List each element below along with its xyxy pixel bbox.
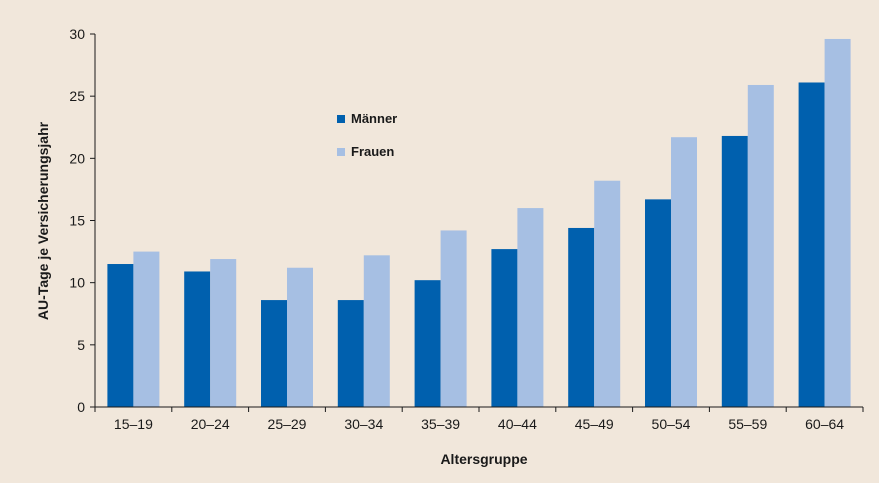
bar-frauen: [594, 180, 621, 407]
bar-frauen: [671, 137, 697, 408]
y-axis-title: AU-Tage je Versicherungsjahr: [35, 121, 51, 320]
y-tick-label: 30: [69, 26, 85, 42]
x-axis-title: Altersgruppe: [440, 451, 527, 467]
bar-maenner: [184, 271, 211, 407]
plot-area: 0 5 10 15 20 25 30 15–19 20–24 25–29 30–34 35–39 40–…: [69, 26, 864, 432]
bar-maenner: [491, 249, 518, 407]
x-tick-label: 20–24: [191, 416, 230, 432]
bar-maenner: [414, 280, 441, 407]
y-tick-label: 0: [77, 399, 85, 415]
bar-frauen: [440, 230, 467, 407]
bar-maenner: [261, 300, 287, 407]
x-tick-label: 30–34: [344, 416, 383, 432]
bar-frauen: [824, 38, 851, 408]
bar-frauen: [287, 267, 313, 407]
legend-label-maenner: Männer: [351, 111, 397, 126]
x-tick-label: 35–39: [421, 416, 460, 432]
x-tick-label: 40–44: [498, 416, 537, 432]
x-tick-label: 60–64: [805, 416, 844, 432]
bar-maenner: [107, 264, 134, 407]
bar-frauen: [133, 251, 160, 407]
x-tick-label: 15–19: [114, 416, 153, 432]
bar-maenner: [337, 300, 364, 407]
bar-frauen: [517, 208, 544, 407]
y-tick-label: 10: [69, 275, 85, 291]
x-tick-label: 50–54: [652, 416, 691, 432]
x-tick-label: 25–29: [268, 416, 307, 432]
x-tick-label: 45–49: [575, 416, 614, 432]
y-tick-label: 20: [69, 150, 85, 166]
legend-swatch-maenner: [337, 115, 345, 123]
bar-maenner: [721, 135, 748, 407]
y-tick-label: 25: [69, 88, 85, 104]
bar-maenner: [568, 227, 595, 407]
bar-frauen: [747, 84, 774, 407]
bar-maenner: [798, 82, 825, 408]
legend-label-frauen: Frauen: [351, 144, 394, 159]
legend: Männer Frauen: [337, 111, 397, 159]
legend-swatch-frauen: [337, 148, 345, 156]
x-tick-label: 55–59: [728, 416, 767, 432]
bar-frauen: [210, 259, 237, 407]
bar-maenner: [645, 199, 671, 407]
y-tick-label: 5: [77, 337, 85, 353]
bar-frauen: [363, 255, 390, 407]
y-tick-label: 15: [69, 213, 85, 229]
